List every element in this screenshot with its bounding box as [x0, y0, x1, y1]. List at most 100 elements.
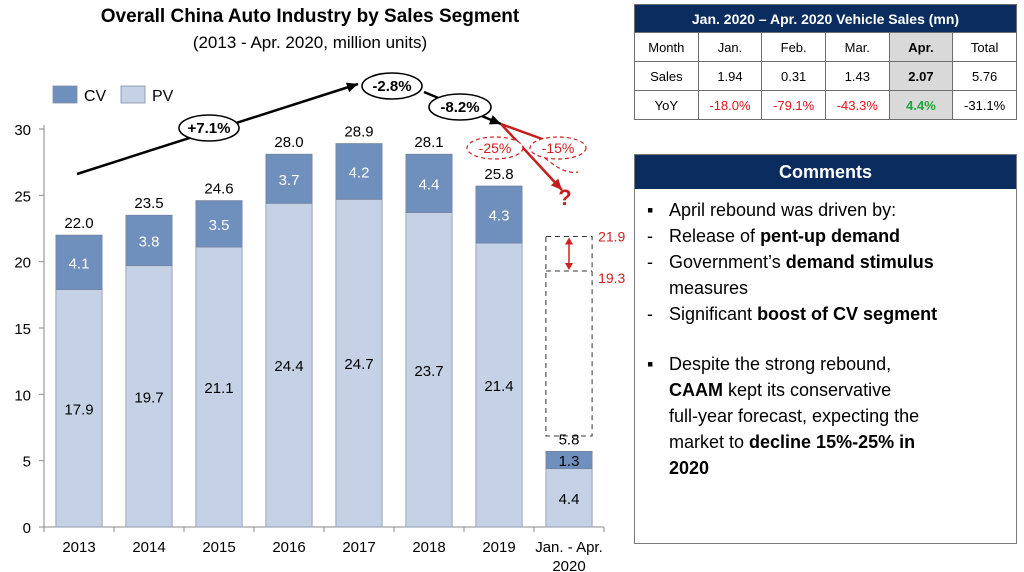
arrow-head-down: [565, 262, 573, 270]
table-cell: -43.3%: [824, 90, 890, 120]
bar-cv: [335, 143, 383, 200]
comment-text: Release of: [669, 226, 761, 246]
growth-2017-2018: -2.8%: [361, 72, 423, 100]
column-header: Feb.: [761, 32, 826, 62]
sales-table-title: Jan. 2020 – Apr. 2020 Vehicle Sales (mn): [634, 4, 1017, 33]
x-tick-label: 2016: [272, 539, 305, 556]
y-tick-label: 0: [23, 520, 31, 537]
table-header-row: Month Jan. Feb. Mar. Apr. Total: [634, 32, 1017, 62]
total-value-label: 22.0: [64, 215, 93, 232]
bar-pv: [405, 212, 453, 528]
growth-bubble: [529, 136, 587, 160]
bar-pv: [125, 265, 173, 528]
pv-value-label: 4.4: [559, 491, 580, 508]
y-tick-label: 30: [14, 122, 31, 139]
table-cell: 1.43: [824, 61, 890, 91]
bars: [55, 143, 593, 528]
comment-bullet: ▪ Despite the strong rebound, CAAM kept …: [647, 351, 1006, 481]
table-cell: -18.0%: [697, 90, 763, 120]
bar-pv: [265, 202, 313, 528]
bar-cv: [405, 153, 453, 213]
comment-sub-item: - Significant boost of CV segment: [647, 301, 1006, 327]
trend-arrow-to-2020: [500, 123, 563, 191]
comments-body: ▪ April rebound was driven by: - Release…: [635, 189, 1016, 481]
table-cell: 1.94: [697, 61, 763, 91]
x-tick-label: 2020: [552, 558, 585, 572]
legend-label-cv: CV: [84, 88, 107, 105]
table-cell: -31.1%: [952, 90, 1017, 120]
row-label: YoY: [634, 90, 699, 120]
legend: CV PV: [52, 85, 174, 105]
trend-arrow-2018-2019: [500, 122, 546, 142]
vehicle-sales-table: Jan. 2020 – Apr. 2020 Vehicle Sales (mn)…: [634, 4, 1017, 120]
pv-value-label: 24.4: [274, 358, 303, 375]
pv-value-label: 21.4: [484, 378, 513, 395]
comment-text: kept its conservative: [723, 380, 892, 400]
pv-value-label: 21.1: [204, 380, 233, 397]
growth-bubble: [466, 136, 524, 160]
sales-segment-chart: Overall China Auto Industry by Sales Seg…: [14, 6, 626, 572]
table-row: YoY -18.0% -79.1% -43.3% 4.4% -31.1%: [634, 90, 1017, 120]
x-tick-label: 2017: [342, 539, 375, 556]
x-tick-label: 2018: [412, 539, 445, 556]
forecast-high-label: 21.9: [598, 228, 625, 244]
growth-bubble: [428, 93, 492, 121]
comments-panel: Comments ▪ April rebound was driven by: …: [634, 154, 1017, 544]
cv-value-label: 1.3: [559, 453, 580, 470]
comment-emphasis: pent-up demand: [760, 226, 901, 246]
comment-text: market to: [669, 432, 750, 452]
growth-label: -25%: [479, 140, 512, 156]
bar-cv: [55, 234, 103, 290]
comment-text: April rebound was driven by:: [669, 200, 897, 220]
cv-value-label: 4.2: [349, 164, 370, 181]
x-tick-label: Jan. - Apr.: [535, 539, 603, 556]
forecast-low-label: 19.3: [598, 270, 625, 286]
axes: 0 5 10 15 20 25 30 2013 2014 2015 2016 2017 2018 2019…: [14, 122, 605, 572]
growth-low-scenario: -25%: [466, 136, 524, 160]
pv-value-label: 19.7: [134, 389, 163, 406]
column-header: Jan.: [697, 32, 763, 62]
comment-text: Government’s: [669, 252, 786, 272]
comment-emphasis: demand stimulus: [785, 252, 934, 272]
comments-title: Comments: [635, 155, 1016, 189]
y-tick-label: 10: [14, 387, 31, 404]
growth-label: -2.8%: [372, 78, 411, 95]
growth-annotations: 21.9 19.3 +7.1% -2.8% -8.2% -25% -15%?: [76, 72, 626, 437]
bar-pv: [55, 289, 103, 528]
x-tick-label: 2019: [482, 539, 515, 556]
cv-value-label: 3.8: [139, 233, 160, 250]
table-cell: -79.1%: [761, 90, 826, 120]
y-tick-label: 25: [14, 188, 31, 205]
table-cell: 4.4%: [888, 90, 954, 120]
legend-swatch-pv: [120, 85, 146, 104]
column-header: Total: [952, 32, 1017, 62]
arrow-head-up: [565, 237, 573, 245]
column-header: Apr.: [888, 32, 954, 62]
chart-title: Overall China Auto Industry by Sales Seg…: [101, 6, 520, 27]
table-cell: 0.31: [761, 61, 826, 91]
comment-emphasis: CAAM: [669, 380, 723, 400]
cv-value-label: 3.7: [279, 172, 300, 189]
y-tick-label: 15: [14, 321, 31, 338]
forecast-range-box: [545, 235, 593, 437]
total-value-label: 24.6: [204, 181, 233, 198]
table-cell: 5.76: [952, 61, 1017, 91]
total-value-label: 5.8: [559, 431, 580, 448]
comment-text: measures: [669, 278, 749, 298]
comment-text: Despite the strong rebound,: [669, 354, 892, 374]
comment-emphasis: decline 15%-25% in: [749, 432, 916, 452]
growth-2013-2017: +7.1%: [178, 114, 240, 142]
growth-label: -8.2%: [440, 99, 479, 116]
bar-pv: [195, 246, 243, 528]
bar-pv: [545, 468, 593, 528]
bar-pv: [475, 242, 523, 528]
table-row: Sales 1.94 0.31 1.43 2.07 5.76: [634, 61, 1017, 91]
bar-cv: [195, 200, 243, 248]
total-value-label: 25.8: [484, 166, 513, 183]
x-tick-label: 2013: [62, 539, 95, 556]
dash-marker: -: [647, 226, 653, 246]
cv-value-label: 4.3: [489, 208, 510, 225]
y-tick-label: 5: [23, 454, 31, 471]
cv-value-label: 4.4: [419, 176, 440, 193]
arrow-head: [345, 82, 358, 93]
